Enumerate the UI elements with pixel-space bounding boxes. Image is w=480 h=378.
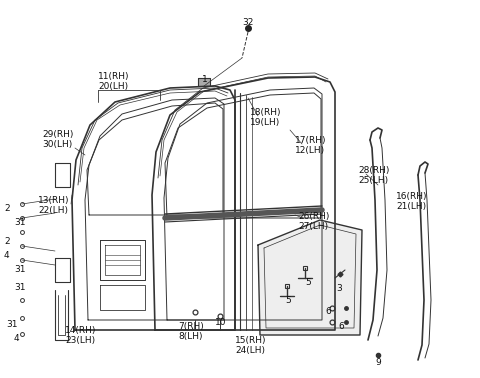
Text: 31: 31	[14, 265, 25, 274]
Text: 29(RH)
30(LH): 29(RH) 30(LH)	[42, 130, 73, 149]
Text: 5: 5	[285, 296, 291, 305]
Text: 15(RH)
24(LH): 15(RH) 24(LH)	[235, 336, 266, 355]
Text: 28(RH)
25(LH): 28(RH) 25(LH)	[358, 166, 389, 185]
Text: 32: 32	[242, 18, 254, 27]
Polygon shape	[198, 78, 210, 86]
Text: 7(RH)
8(LH): 7(RH) 8(LH)	[178, 322, 204, 341]
Text: 2: 2	[4, 237, 10, 246]
Text: 13(RH)
22(LH): 13(RH) 22(LH)	[38, 196, 70, 215]
Text: 6: 6	[325, 307, 331, 316]
Text: 9: 9	[375, 358, 381, 367]
Text: 11(RH)
20(LH): 11(RH) 20(LH)	[98, 72, 130, 91]
Text: 31: 31	[6, 320, 17, 329]
Polygon shape	[258, 220, 362, 335]
Text: 31: 31	[14, 283, 25, 292]
Text: 10: 10	[215, 318, 227, 327]
Text: 2: 2	[4, 204, 10, 213]
Text: 5: 5	[305, 278, 311, 287]
Text: 16(RH)
21(LH): 16(RH) 21(LH)	[396, 192, 428, 211]
Text: 31: 31	[14, 218, 25, 227]
Text: 18(RH)
19(LH): 18(RH) 19(LH)	[250, 108, 281, 127]
Text: 1: 1	[202, 75, 208, 84]
Text: 4: 4	[14, 334, 20, 343]
Text: 14(RH)
23(LH): 14(RH) 23(LH)	[65, 326, 96, 345]
Text: 6: 6	[338, 322, 344, 331]
Text: 17(RH)
12(LH): 17(RH) 12(LH)	[295, 136, 326, 155]
Text: 4: 4	[4, 251, 10, 260]
Text: 26(RH)
27(LH): 26(RH) 27(LH)	[298, 212, 329, 231]
Text: 3: 3	[336, 284, 342, 293]
